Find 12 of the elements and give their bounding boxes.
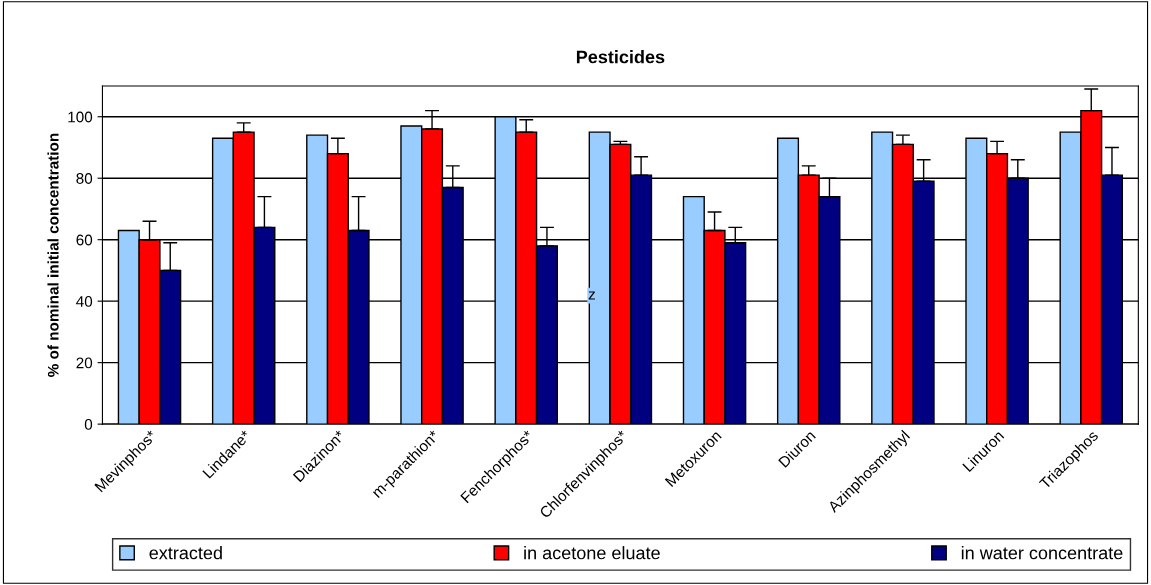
chart-title: Pesticides [576,50,665,64]
annotation: z [588,291,595,300]
y-tick-label: 0 [84,418,93,430]
legend-label: extracted [149,546,222,560]
y-tick-label: 100 [68,111,93,123]
legend-label: in water concentrate [961,546,1123,560]
y-axis-title: % of nominal initial concentration [47,133,59,377]
legend-label: in acetone eluate [524,546,660,560]
y-tick-label: 40 [76,296,93,307]
y-tick-label: 20 [76,357,93,369]
y-tick-label: 60 [76,234,93,246]
y-tick-label: 80 [76,173,93,184]
